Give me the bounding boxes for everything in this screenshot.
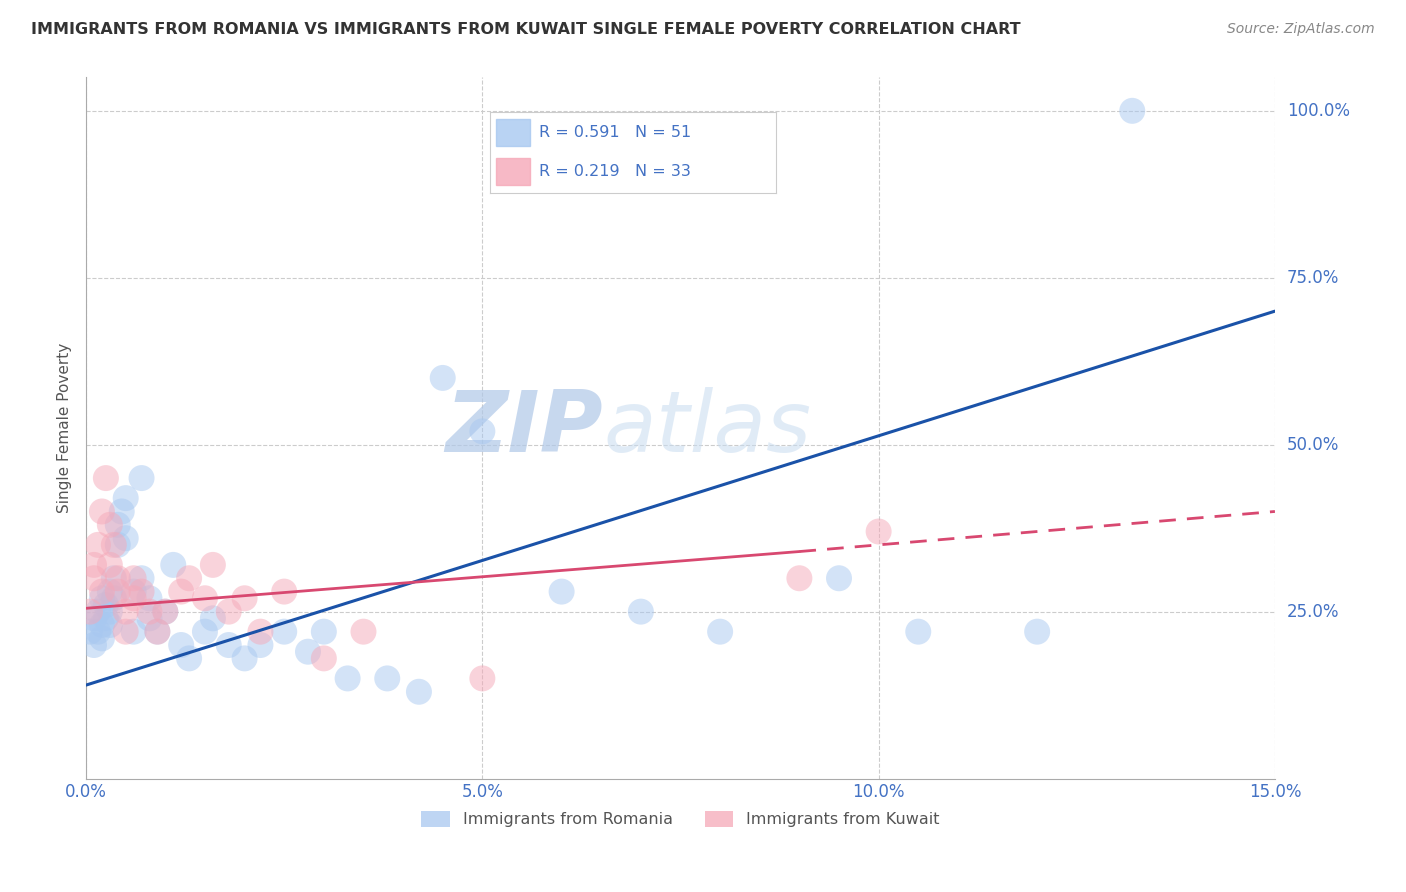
Point xyxy=(90,632,112,646)
Point xyxy=(273,584,295,599)
Text: atlas: atlas xyxy=(603,386,811,469)
Point xyxy=(353,624,375,639)
Point xyxy=(312,624,335,639)
Point xyxy=(98,558,121,572)
Point xyxy=(90,618,112,632)
Point xyxy=(471,672,494,686)
Point xyxy=(90,504,112,518)
Point xyxy=(194,591,217,606)
Text: ZIP: ZIP xyxy=(446,386,603,469)
Point xyxy=(122,584,145,599)
Point xyxy=(87,538,110,552)
Point xyxy=(107,584,129,599)
Point xyxy=(107,538,129,552)
Point xyxy=(131,471,153,485)
Point xyxy=(90,584,112,599)
Point xyxy=(789,571,811,585)
Point xyxy=(471,425,494,439)
Point xyxy=(107,571,129,585)
Point xyxy=(233,591,256,606)
Point xyxy=(107,517,129,532)
Legend: Immigrants from Romania, Immigrants from Kuwait: Immigrants from Romania, Immigrants from… xyxy=(415,805,946,834)
Point xyxy=(1121,103,1143,118)
Point xyxy=(131,571,153,585)
Point xyxy=(87,605,110,619)
Point xyxy=(868,524,890,539)
Text: 50.0%: 50.0% xyxy=(1286,435,1339,454)
Point xyxy=(103,538,125,552)
Point xyxy=(249,624,271,639)
Point xyxy=(375,672,398,686)
Point xyxy=(170,584,193,599)
Point xyxy=(83,571,105,585)
Point xyxy=(79,624,101,639)
Point xyxy=(103,591,125,606)
Point xyxy=(98,605,121,619)
Point xyxy=(408,685,430,699)
Point xyxy=(83,638,105,652)
Text: 25.0%: 25.0% xyxy=(1286,603,1340,621)
Point xyxy=(98,618,121,632)
Point xyxy=(218,605,240,619)
Point xyxy=(114,491,136,505)
Point xyxy=(233,651,256,665)
Point xyxy=(201,611,224,625)
Point xyxy=(79,605,101,619)
Text: IMMIGRANTS FROM ROMANIA VS IMMIGRANTS FROM KUWAIT SINGLE FEMALE POVERTY CORRELAT: IMMIGRANTS FROM ROMANIA VS IMMIGRANTS FR… xyxy=(31,22,1021,37)
Point xyxy=(194,624,217,639)
Text: Source: ZipAtlas.com: Source: ZipAtlas.com xyxy=(1227,22,1375,37)
Point xyxy=(312,651,335,665)
Point xyxy=(630,605,652,619)
Point xyxy=(138,591,160,606)
Point xyxy=(550,584,572,599)
Point xyxy=(1026,624,1049,639)
Point xyxy=(249,638,271,652)
Point xyxy=(709,624,731,639)
Point xyxy=(103,571,125,585)
Point xyxy=(828,571,851,585)
Point xyxy=(122,571,145,585)
Point xyxy=(122,591,145,606)
Point xyxy=(177,571,200,585)
Point xyxy=(432,371,454,385)
Point xyxy=(114,605,136,619)
Point xyxy=(162,558,184,572)
Point xyxy=(83,611,105,625)
Point xyxy=(114,531,136,545)
Point xyxy=(146,624,169,639)
Point xyxy=(94,598,117,612)
Point xyxy=(138,611,160,625)
Point xyxy=(273,624,295,639)
Point xyxy=(111,504,134,518)
Y-axis label: Single Female Poverty: Single Female Poverty xyxy=(58,343,72,513)
Point xyxy=(87,624,110,639)
Text: 75.0%: 75.0% xyxy=(1286,268,1339,286)
Point xyxy=(170,638,193,652)
Point xyxy=(138,605,160,619)
Point xyxy=(114,624,136,639)
Point xyxy=(218,638,240,652)
Point xyxy=(177,651,200,665)
Point xyxy=(94,611,117,625)
Point xyxy=(98,517,121,532)
Point xyxy=(90,591,112,606)
Point xyxy=(83,558,105,572)
Point xyxy=(907,624,929,639)
Point xyxy=(146,624,169,639)
Point xyxy=(297,645,319,659)
Point xyxy=(336,672,359,686)
Point xyxy=(155,605,177,619)
Point xyxy=(155,605,177,619)
Point xyxy=(122,624,145,639)
Point xyxy=(98,584,121,599)
Point xyxy=(94,471,117,485)
Point xyxy=(201,558,224,572)
Point xyxy=(131,584,153,599)
Text: 100.0%: 100.0% xyxy=(1286,102,1350,120)
